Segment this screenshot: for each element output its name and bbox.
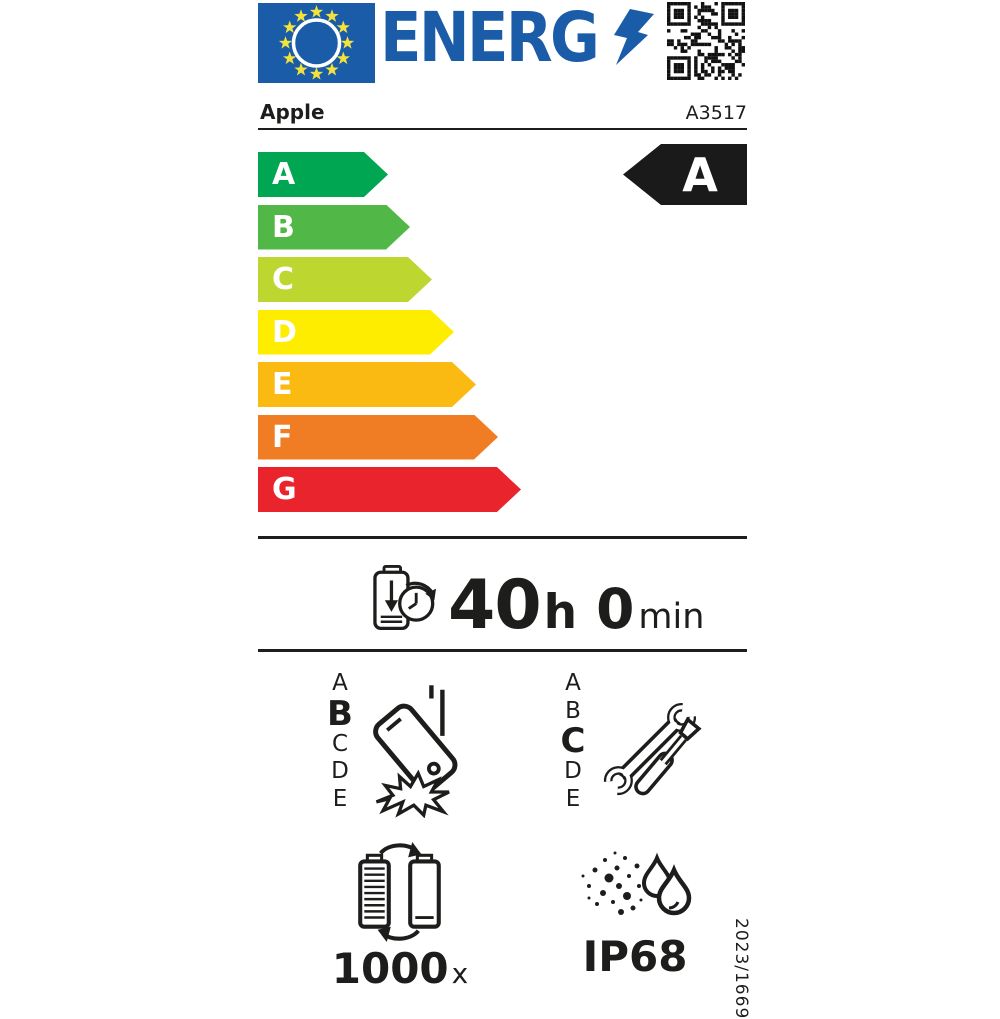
cycles-number: 1000 bbox=[331, 944, 449, 993]
energy-class-arrow-c: C bbox=[258, 257, 432, 302]
repair-scale-letter-d: D bbox=[564, 758, 582, 784]
energy-rating-letter: A bbox=[682, 147, 718, 202]
endurance-minutes: 0 bbox=[596, 577, 635, 641]
drop-scale-letter-c: C bbox=[331, 730, 349, 757]
lightning-bolt-icon bbox=[614, 9, 654, 65]
class-letter: G bbox=[272, 472, 297, 507]
phone-drop-icon bbox=[373, 685, 458, 818]
endurance-hours: 40 bbox=[448, 566, 542, 645]
battery-endurance-icon bbox=[373, 565, 436, 631]
supplier-name: Apple bbox=[260, 100, 325, 124]
repair-scale-letter-c: C bbox=[560, 721, 586, 761]
divider-line bbox=[258, 649, 747, 652]
energ-logo-text: ENERG bbox=[380, 0, 600, 78]
repair-tools-icon bbox=[603, 702, 702, 796]
repair-scale-letter-a: A bbox=[565, 670, 581, 696]
energy-class-arrow-e: E bbox=[258, 362, 476, 407]
ingress-protection-section: IP68 bbox=[555, 848, 715, 981]
ip-rating-value: IP68 bbox=[582, 932, 688, 981]
endurance-minutes-unit: min bbox=[638, 597, 705, 637]
large-droplet bbox=[656, 864, 692, 916]
brand-row: Apple A3517 bbox=[258, 100, 747, 130]
energy-rating-arrow: A bbox=[623, 144, 747, 205]
energy-class-arrow-g: G bbox=[258, 467, 521, 512]
qr-code-icon bbox=[667, 2, 745, 80]
class-letter: A bbox=[272, 157, 296, 192]
battery-endurance-value: 40 h 0 min bbox=[448, 566, 704, 645]
label-header: ENERG bbox=[258, 0, 747, 92]
battery-cycles-section: 1000 x bbox=[320, 840, 480, 993]
eu-flag-icon bbox=[258, 3, 375, 83]
energy-class-arrow-a: A bbox=[258, 152, 388, 197]
class-letter: C bbox=[272, 262, 295, 297]
cycles-unit: x bbox=[451, 957, 469, 990]
dust-particles bbox=[581, 851, 643, 915]
impact-burst bbox=[375, 769, 450, 818]
class-letter: D bbox=[272, 314, 297, 350]
energy-class-arrow-b: B bbox=[258, 205, 410, 250]
battery-cycles-value: 1000 x bbox=[332, 944, 468, 993]
repair-scale-letter-b: B bbox=[565, 697, 581, 724]
endurance-hours-unit: h bbox=[543, 585, 578, 640]
class-letter: E bbox=[272, 367, 293, 402]
drop-scale-letter-d: D bbox=[331, 758, 349, 784]
drop-scale-letter-a: A bbox=[332, 670, 348, 696]
divider-line bbox=[258, 536, 747, 539]
registration-number: 2023/1669 bbox=[731, 918, 751, 1019]
battery-cycle-icon bbox=[358, 842, 441, 942]
model-identifier: A3517 bbox=[685, 102, 747, 124]
drop-scale-letter-e: E bbox=[332, 785, 348, 812]
energy-class-arrow-d: D bbox=[258, 310, 454, 355]
dust-water-icon bbox=[581, 851, 692, 916]
class-letter: B bbox=[272, 209, 295, 245]
energy-class-arrow-f: F bbox=[258, 415, 498, 460]
class-letter: F bbox=[272, 419, 293, 455]
drop-scale-letter-b: B bbox=[327, 693, 353, 734]
repair-scale-letter-e: E bbox=[565, 785, 581, 812]
